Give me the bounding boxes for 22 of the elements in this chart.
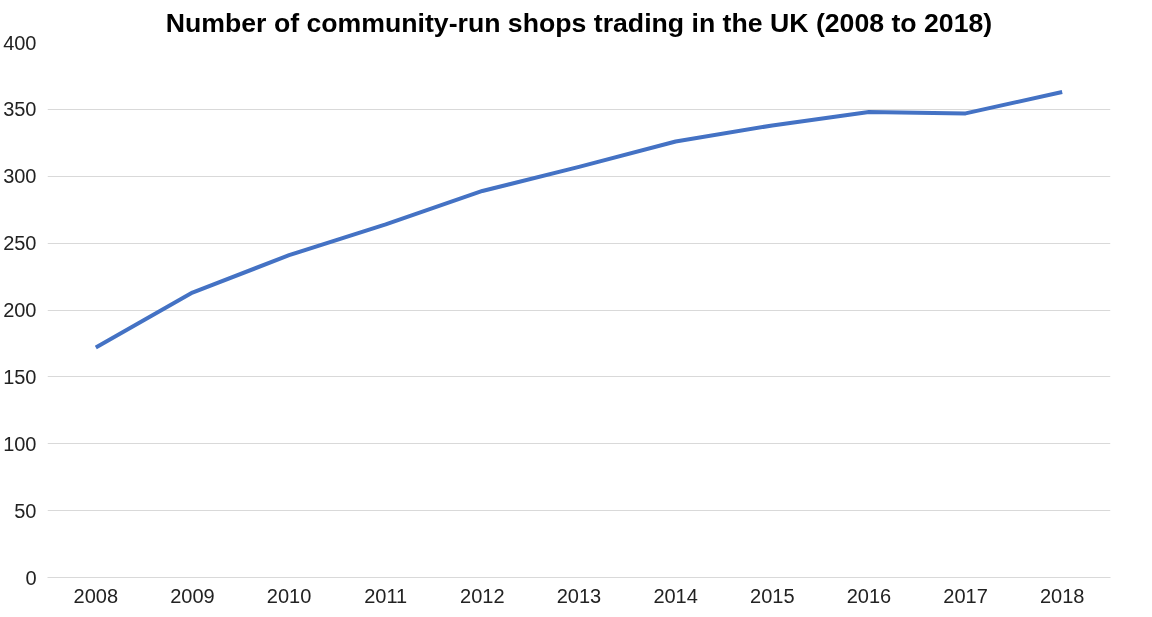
y-tick-label: 350 [3, 98, 37, 121]
x-tick-label: 2008 [73, 584, 119, 607]
x-tick-label: 2017 [943, 584, 988, 607]
line-series [93, 89, 1065, 350]
y-tick-label: 50 [14, 499, 37, 522]
x-tick-label: 2011 [364, 584, 408, 607]
y-tick-label: 300 [3, 165, 37, 188]
x-tick-label: 2015 [750, 584, 795, 607]
y-tick-label: 150 [3, 365, 37, 388]
y-tick-label: 200 [3, 299, 37, 321]
y-tick-label: 400 [3, 31, 37, 54]
y-tick-label: 250 [3, 232, 37, 255]
chart-title: Number of community-run shops trading in the UK (2008 to 2018) [165, 7, 993, 38]
x-tick-label: 2009 [170, 584, 215, 607]
x-tick-label: 2016 [846, 584, 892, 607]
y-tick-label: 100 [3, 432, 37, 455]
x-tick-label: 2012 [460, 584, 505, 607]
x-tick-label: 2010 [266, 584, 312, 607]
y-tick-label: 0 [25, 566, 37, 589]
x-tick-label: 2018 [1039, 584, 1085, 607]
x-tick-label: 2013 [556, 584, 602, 607]
x-tick-label: 2014 [653, 584, 698, 607]
